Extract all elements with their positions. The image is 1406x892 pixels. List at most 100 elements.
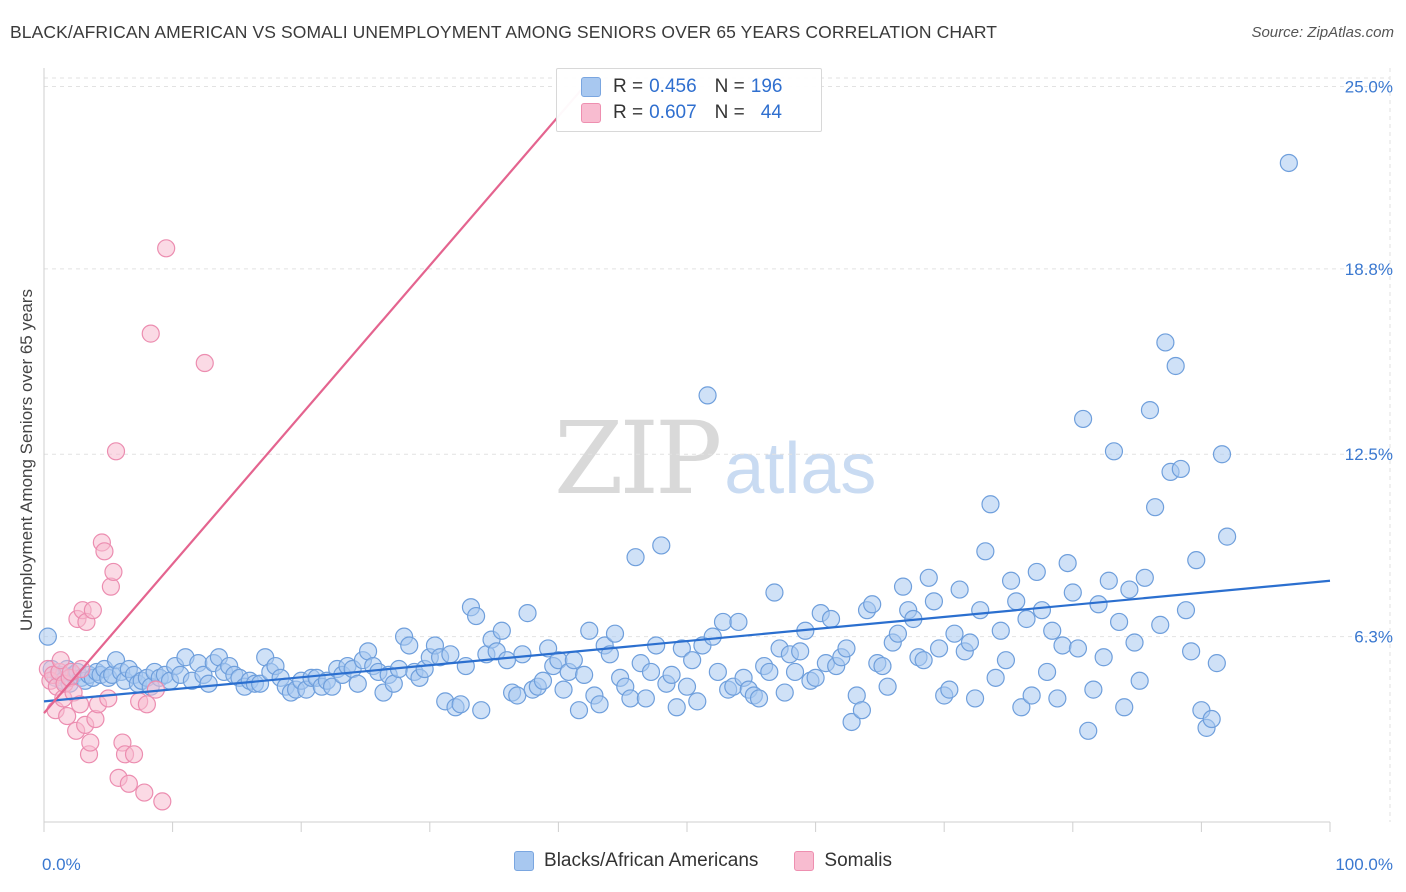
legend-n-value: 196 bbox=[750, 76, 783, 97]
data-point-blacks bbox=[1171, 459, 1190, 479]
data-point-blacks bbox=[683, 651, 702, 670]
data-point-blacks bbox=[749, 689, 769, 708]
correlation-legend: R = 0.456 N = 196 R = 0.607 N = 44 bbox=[556, 68, 822, 132]
legend-r-label: R = bbox=[613, 76, 644, 97]
trend-layer bbox=[43, 85, 1331, 714]
y-tick-label: 18.8% bbox=[1345, 260, 1393, 279]
data-point-somalis bbox=[106, 442, 126, 461]
data-point-blacks bbox=[965, 689, 985, 708]
data-point-blacks bbox=[981, 495, 1000, 514]
data-point-blacks bbox=[1151, 615, 1170, 634]
data-point-blacks bbox=[1089, 595, 1108, 614]
data-point-blacks bbox=[1043, 621, 1062, 640]
data-point-blacks bbox=[1207, 654, 1226, 673]
data-point-blacks bbox=[919, 568, 938, 587]
data-point-blacks bbox=[1279, 153, 1298, 173]
data-point-blacks bbox=[533, 671, 553, 690]
data-point-blacks bbox=[250, 674, 270, 693]
data-point-somalis bbox=[153, 792, 172, 811]
data-point-blacks bbox=[636, 689, 655, 708]
data-point-blacks bbox=[1202, 709, 1221, 729]
legend-r-label: R = bbox=[613, 102, 644, 123]
data-point-blacks bbox=[1032, 601, 1052, 620]
series-label-somalis: Somalis bbox=[824, 850, 892, 871]
data-point-blacks bbox=[842, 712, 861, 732]
data-point-blacks bbox=[580, 621, 599, 640]
data-point-blacks bbox=[1109, 612, 1129, 632]
data-point-blacks bbox=[1125, 633, 1144, 652]
data-point-blacks bbox=[569, 701, 589, 720]
data-point-blacks bbox=[976, 542, 995, 561]
series-legend-blacks[interactable]: Blacks/African Americans bbox=[514, 850, 758, 872]
data-point-somalis bbox=[137, 695, 156, 714]
data-point-somalis bbox=[101, 577, 120, 596]
data-point-blacks bbox=[1007, 592, 1026, 611]
x-tick-label: 0.0% bbox=[42, 855, 81, 874]
data-point-blacks bbox=[950, 580, 969, 599]
data-point-blacks bbox=[348, 674, 367, 693]
data-point-somalis bbox=[51, 651, 70, 670]
series-label-blacks: Blacks/African Americans bbox=[544, 850, 759, 871]
data-point-blacks bbox=[775, 683, 794, 702]
data-point-blacks bbox=[1022, 686, 1041, 705]
data-point-blacks bbox=[914, 651, 933, 670]
data-point-blacks bbox=[621, 689, 640, 708]
data-point-blacks bbox=[677, 677, 697, 696]
data-point-blacks bbox=[590, 695, 609, 714]
data-point-blacks bbox=[513, 645, 532, 664]
data-point-blacks bbox=[1084, 680, 1103, 699]
data-point-blacks bbox=[688, 692, 707, 711]
data-point-blacks bbox=[1212, 445, 1232, 464]
data-point-blacks bbox=[672, 639, 691, 658]
data-point-somalis bbox=[95, 542, 114, 561]
data-point-blacks bbox=[863, 595, 882, 614]
watermark-atlas: atlas bbox=[724, 429, 877, 509]
data-point-blacks bbox=[873, 656, 892, 676]
data-point-blacks bbox=[1176, 601, 1196, 620]
trend-line-somalis bbox=[43, 85, 585, 714]
trend-line-blacks bbox=[43, 579, 1331, 703]
data-point-blacks bbox=[575, 665, 594, 684]
series-legend-somalis[interactable]: Somalis bbox=[794, 850, 892, 872]
source-label: Source: ZipAtlas.com bbox=[1251, 24, 1394, 41]
series-swatch-blue bbox=[514, 851, 535, 871]
data-point-somalis bbox=[70, 695, 90, 714]
legend-row-somalis: R = 0.607 N = 44 bbox=[581, 101, 782, 125]
data-point-blacks bbox=[765, 583, 784, 602]
data-point-blacks bbox=[451, 695, 470, 714]
series-swatch-pink bbox=[794, 851, 815, 871]
data-point-blacks bbox=[564, 651, 583, 670]
data-point-blacks bbox=[852, 701, 871, 720]
data-point-blacks bbox=[1063, 583, 1082, 602]
data-point-blacks bbox=[893, 577, 913, 596]
data-point-blacks bbox=[785, 662, 805, 682]
x-tick-label: 100.0% bbox=[1335, 855, 1393, 874]
data-point-blacks bbox=[456, 656, 475, 676]
data-point-blacks bbox=[986, 668, 1005, 687]
data-point-somalis bbox=[124, 745, 144, 764]
data-point-blacks bbox=[806, 668, 825, 687]
data-point-blacks bbox=[518, 604, 537, 623]
data-point-somalis bbox=[99, 689, 118, 708]
data-point-blacks bbox=[821, 609, 841, 629]
data-point-blacks bbox=[1037, 662, 1057, 682]
data-point-blacks bbox=[1001, 571, 1021, 590]
data-point-blacks bbox=[888, 624, 908, 643]
data-point-blacks bbox=[929, 639, 949, 658]
blue-points-group bbox=[38, 153, 1298, 740]
chart-title: BLACK/AFRICAN AMERICAN VS SOMALI UNEMPLO… bbox=[10, 22, 998, 42]
pink-points-group bbox=[38, 239, 214, 811]
legend-n-label: N = bbox=[714, 76, 745, 97]
data-point-somalis bbox=[83, 601, 102, 620]
data-point-blacks bbox=[1073, 409, 1093, 429]
legend-n-label: N = bbox=[714, 102, 745, 123]
data-point-blacks bbox=[1166, 356, 1185, 376]
data-point-blacks bbox=[1068, 639, 1088, 658]
data-point-blacks bbox=[1120, 580, 1139, 599]
data-point-blacks bbox=[466, 606, 486, 626]
data-point-blacks bbox=[1115, 698, 1134, 717]
data-point-somalis bbox=[141, 324, 160, 343]
y-tick-label: 12.5% bbox=[1345, 445, 1393, 464]
data-point-blacks bbox=[760, 662, 779, 682]
